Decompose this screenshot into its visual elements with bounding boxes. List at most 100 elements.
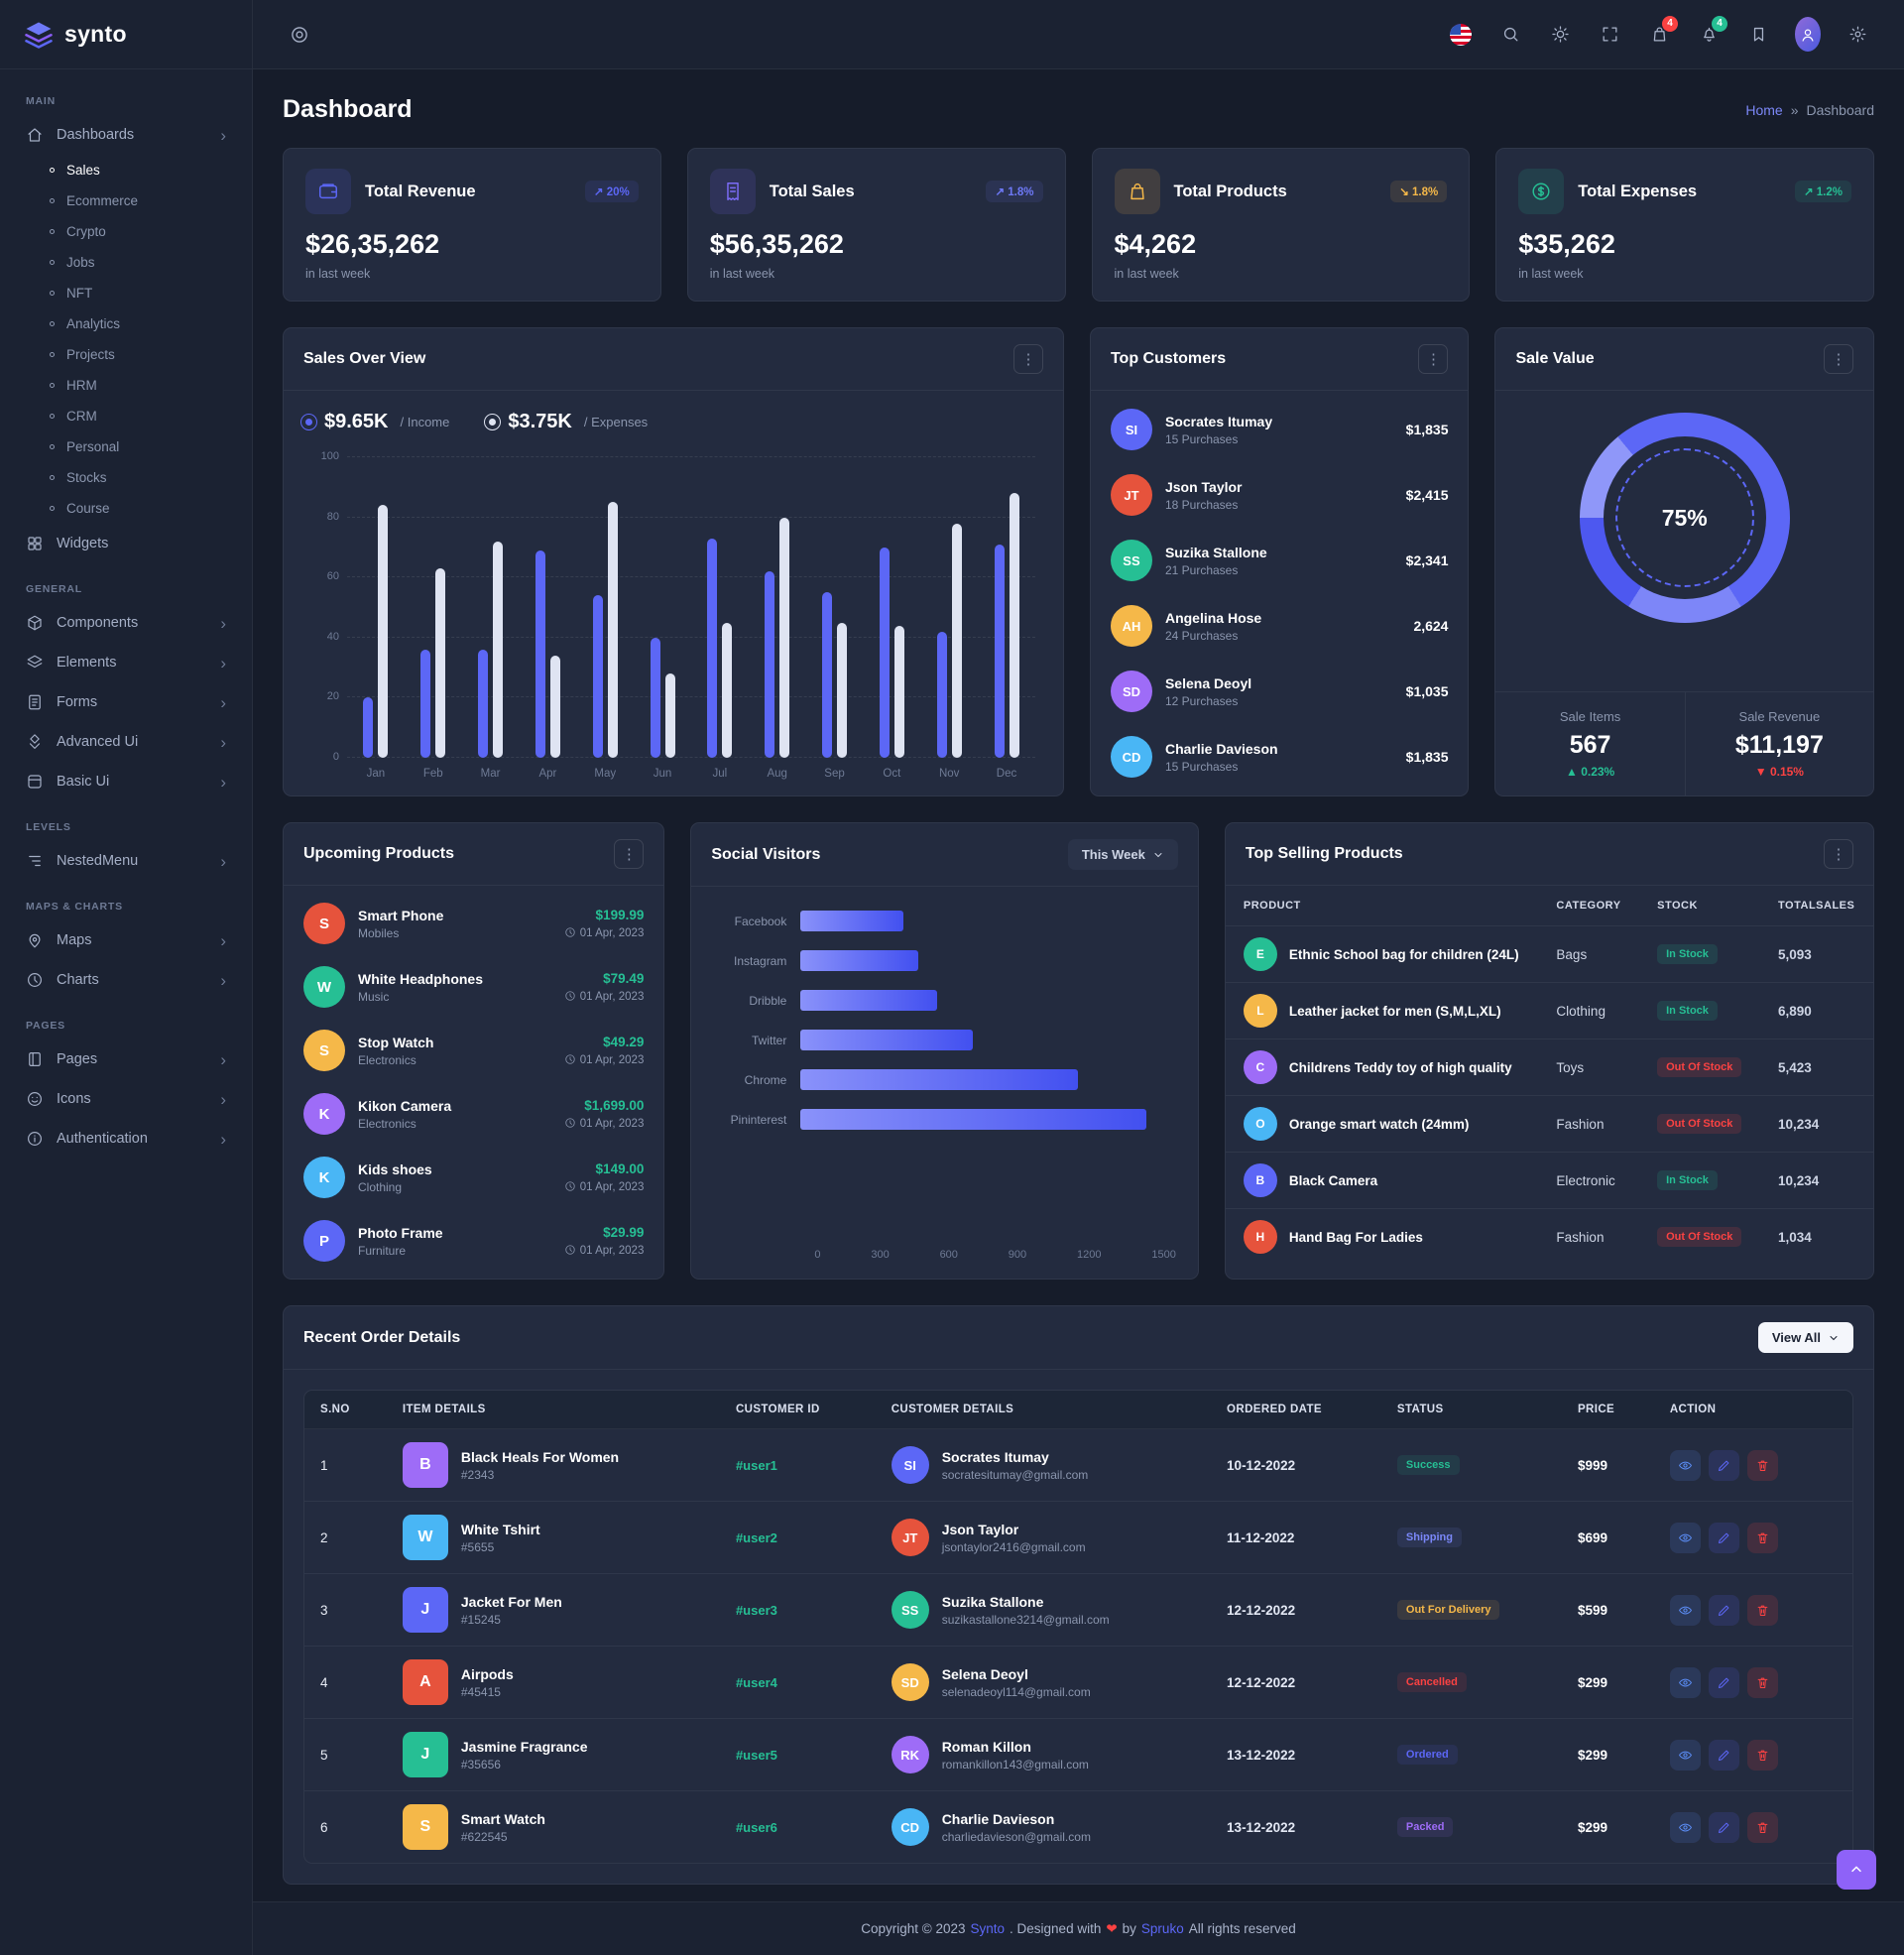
order-row-3[interactable]: 3 J Jacket For Men #15245 #user3 SS Suzi… [304, 1573, 1852, 1647]
upcoming-product-kikon-camera[interactable]: K Kikon Camera Electronics $1,699.00 01 … [284, 1082, 663, 1146]
bar-group-jul[interactable] [691, 457, 749, 758]
order-row-4[interactable]: 4 A Airpods #45415 #user4 SD Selena Deoy… [304, 1646, 1852, 1719]
top-selling-row-black-camera[interactable]: B Black Camera Electronic In Stock 10,234 [1225, 1152, 1873, 1209]
social-row-facebook[interactable]: Facebook [713, 911, 1176, 931]
bar-group-nov[interactable] [920, 457, 978, 758]
stat-card-total-products[interactable]: Total Products ↘ 1.8% $4,262 in last wee… [1091, 148, 1471, 302]
bar-group-apr[interactable] [519, 457, 576, 758]
edit-order-button[interactable] [1708, 1666, 1739, 1698]
sidebar-subitem-personal[interactable]: Personal [0, 431, 252, 462]
upcoming-product-kids-shoes[interactable]: K Kids shoes Clothing $149.00 01 Apr, 20… [284, 1146, 663, 1209]
sidebar-item-charts[interactable]: Charts › [0, 960, 252, 1000]
social-row-twitter[interactable]: Twitter [713, 1030, 1176, 1050]
view-all-button[interactable]: View All [1757, 1322, 1853, 1353]
bar-group-dec[interactable] [978, 457, 1035, 758]
bar-group-may[interactable] [576, 457, 634, 758]
bookmark-button[interactable] [1739, 16, 1777, 54]
sidebar-subitem-jobs[interactable]: Jobs [0, 247, 252, 278]
top-selling-row-childrens-teddy-toy-of-high-quality[interactable]: C Childrens Teddy toy of high quality Toy… [1225, 1039, 1873, 1096]
customer-row-selena-deoyl[interactable]: SD Selena Deoyl 12 Purchases $1,035 [1091, 659, 1469, 724]
customer-row-json-taylor[interactable]: JT Json Taylor 18 Purchases $2,415 [1091, 462, 1469, 528]
top-selling-row-leather-jacket-for-men-s-m-l-xl[interactable]: L Leather jacket for men (S,M,L,XL) Cloth… [1225, 982, 1873, 1039]
view-order-button[interactable] [1669, 1666, 1701, 1698]
sidebar-item-maps[interactable]: Maps › [0, 920, 252, 960]
edit-order-button[interactable] [1708, 1811, 1739, 1843]
bar-group-jun[interactable] [634, 457, 691, 758]
bar-group-sep[interactable] [806, 457, 864, 758]
footer-designer-link[interactable]: Spruko [1140, 1921, 1184, 1936]
brand-logo[interactable]: synto [0, 0, 252, 69]
sidebar-item-pages[interactable]: Pages › [0, 1039, 252, 1079]
more-options-icon[interactable]: ⋮ [1418, 344, 1449, 374]
top-selling-row-hand-bag-for-ladies[interactable]: H Hand Bag For Ladies Fashion Out Of Stoc… [1226, 1209, 1873, 1266]
customer-row-angelina-hose[interactable]: AH Angelina Hose 24 Purchases 2,624 [1091, 593, 1469, 659]
stat-card-total-sales[interactable]: Total Sales ↗ 1.8% $56,35,262 in last we… [686, 148, 1066, 302]
scroll-to-top-button[interactable] [1837, 1850, 1876, 1890]
social-row-pininterest[interactable]: Pininterest [713, 1109, 1176, 1130]
notifications-button[interactable]: 4 [1690, 15, 1727, 54]
top-selling-row-orange-smart-watch-24mm[interactable]: O Orange smart watch (24mm) Fashion Out O… [1225, 1095, 1873, 1153]
edit-order-button[interactable] [1708, 1522, 1739, 1553]
stat-card-total-expenses[interactable]: Total Expenses ↗ 1.2% $35,262 in last we… [1495, 148, 1874, 302]
bar-group-mar[interactable] [462, 457, 520, 758]
view-order-button[interactable] [1669, 1449, 1701, 1481]
edit-order-button[interactable] [1708, 1594, 1739, 1626]
more-options-icon[interactable]: ⋮ [1824, 839, 1853, 869]
sidebar-subitem-analytics[interactable]: Analytics [0, 308, 252, 339]
bar-group-aug[interactable] [749, 457, 806, 758]
sidebar-subitem-crypto[interactable]: Crypto [0, 216, 252, 247]
theme-toggle-button[interactable] [1541, 16, 1579, 54]
sidebar-item-advanced-ui[interactable]: Advanced Ui › [0, 722, 252, 762]
upcoming-product-smart-phone[interactable]: S Smart Phone Mobiles $199.99 01 Apr, 20… [284, 892, 663, 955]
delete-order-button[interactable] [1746, 1739, 1778, 1771]
more-options-icon[interactable]: ⋮ [1012, 344, 1043, 374]
bar-group-feb[interactable] [405, 457, 462, 758]
sidebar-subitem-hrm[interactable]: HRM [0, 370, 252, 401]
settings-button[interactable] [1839, 16, 1876, 54]
social-row-chrome[interactable]: Chrome [713, 1069, 1176, 1090]
sidebar-item-elements[interactable]: Elements › [0, 643, 252, 682]
customer-row-suzika-stallone[interactable]: SS Suzika Stallone 21 Purchases $2,341 [1091, 528, 1469, 593]
bar-group-jan[interactable] [347, 457, 405, 758]
sidebar-subitem-course[interactable]: Course [0, 493, 252, 524]
footer-brand-link[interactable]: Synto [970, 1921, 1006, 1936]
sidebar-subitem-ecommerce[interactable]: Ecommerce [0, 185, 252, 216]
breadcrumb-home-link[interactable]: Home [1745, 101, 1783, 118]
upcoming-product-photo-frame[interactable]: P Photo Frame Furniture $29.99 01 Apr, 2… [284, 1209, 663, 1273]
sidebar-item-nestedmenu[interactable]: NestedMenu › [0, 841, 252, 881]
sidebar-subitem-sales[interactable]: Sales [0, 155, 252, 185]
cart-button[interactable]: 4 [1640, 15, 1678, 54]
week-filter-dropdown[interactable]: This Week [1067, 839, 1178, 870]
view-order-button[interactable] [1669, 1811, 1701, 1843]
profile-button[interactable] [1789, 16, 1827, 54]
customer-row-charlie-davieson[interactable]: CD Charlie Davieson 15 Purchases $1,835 [1091, 724, 1469, 790]
more-options-icon[interactable]: ⋮ [614, 839, 645, 869]
upcoming-product-stop-watch[interactable]: S Stop Watch Electronics $49.29 01 Apr, … [284, 1019, 663, 1082]
delete-order-button[interactable] [1746, 1594, 1778, 1626]
order-row-5[interactable]: 5 J Jasmine Fragrance #35656 #user5 RK R… [304, 1718, 1852, 1791]
social-row-instagram[interactable]: Instagram [713, 950, 1176, 971]
social-row-dribble[interactable]: Dribble [713, 990, 1176, 1011]
language-flag-button[interactable] [1442, 16, 1480, 54]
customer-row-socrates-itumay[interactable]: SI Socrates Itumay 15 Purchases $1,835 [1091, 397, 1469, 462]
top-selling-row-ethnic-school-bag-for-children-24l[interactable]: E Ethnic School bag for children (24L) Ba… [1225, 925, 1873, 983]
edit-order-button[interactable] [1708, 1739, 1739, 1771]
delete-order-button[interactable] [1746, 1666, 1778, 1698]
fullscreen-button[interactable] [1591, 16, 1628, 54]
delete-order-button[interactable] [1746, 1449, 1778, 1481]
edit-order-button[interactable] [1708, 1449, 1739, 1481]
sidebar-item-components[interactable]: Components › [0, 603, 252, 643]
sidebar-item-icons[interactable]: Icons › [0, 1079, 252, 1119]
order-row-1[interactable]: 1 B Black Heals For Women #2343 #user1 S… [304, 1428, 1852, 1502]
order-row-2[interactable]: 2 W White Tshirt #5655 #user2 JT Json Ta… [304, 1501, 1852, 1574]
sidebar-subitem-projects[interactable]: Projects [0, 339, 252, 370]
sidebar-item-dashboards[interactable]: Dashboards › [0, 115, 252, 155]
upcoming-product-white-headphones[interactable]: W White Headphones Music $79.49 01 Apr, … [284, 955, 663, 1019]
order-row-6[interactable]: 6 S Smart Watch #622545 #user6 CD Charli… [304, 1790, 1852, 1863]
search-button[interactable] [1491, 16, 1529, 54]
sidebar-item-authentication[interactable]: Authentication › [0, 1119, 252, 1159]
view-order-button[interactable] [1669, 1739, 1701, 1771]
sidebar-item-forms[interactable]: Forms › [0, 682, 252, 722]
sidebar-subitem-stocks[interactable]: Stocks [0, 462, 252, 493]
sidebar-item-widgets[interactable]: Widgets [0, 524, 252, 563]
